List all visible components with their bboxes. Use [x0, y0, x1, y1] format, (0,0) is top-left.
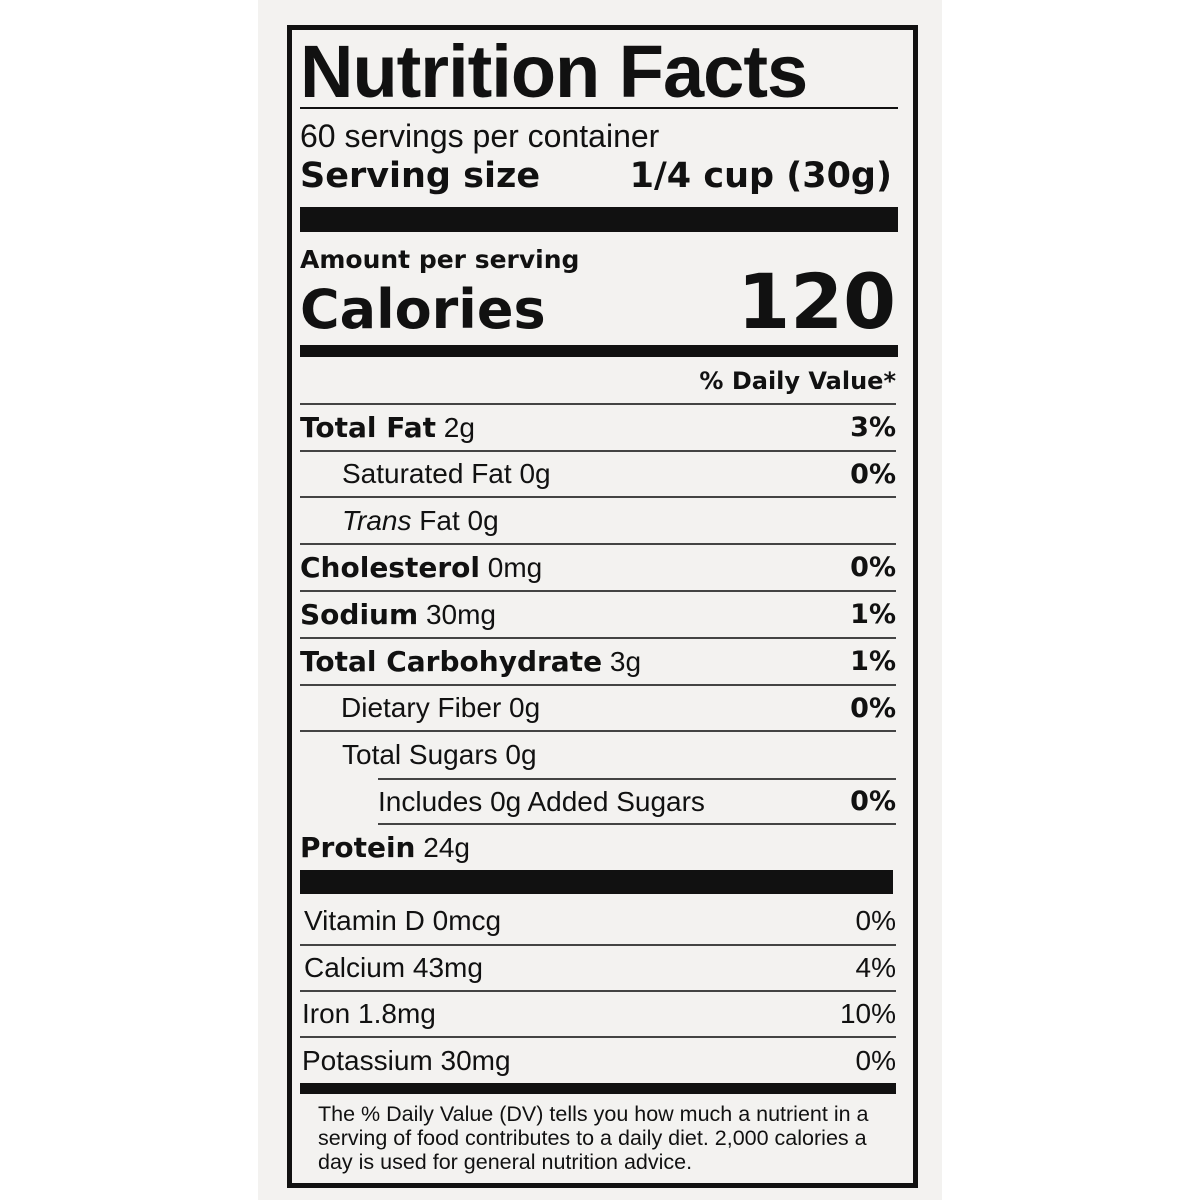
thick-bar: [300, 207, 898, 232]
nutrient-dv: 0%: [850, 692, 896, 724]
medium-bar: [300, 345, 898, 357]
nutrient-amount: 24g: [423, 832, 470, 863]
nutrient-name: Fat: [419, 504, 460, 536]
nutrient-name: Total Fat: [300, 411, 437, 444]
dv-header-row: % Daily Value*: [300, 358, 896, 405]
panel: [258, 0, 942, 1200]
nutrient-row: Protein 24g: [300, 825, 896, 870]
nutrient-name: Total Sugars: [342, 739, 498, 770]
nutrient-dv: 3%: [850, 412, 896, 443]
nutrient-name-italic: Trans: [342, 504, 412, 536]
vitamin-row: Calcium 43mg 4%: [300, 946, 896, 992]
calories-row: Calories 120: [300, 262, 896, 342]
nutrient-amount: 30mg: [425, 599, 496, 630]
nutrient-amount: 3g: [609, 646, 642, 677]
vitamin-dv: 0%: [855, 1044, 896, 1076]
vitamin-dv: 10%: [839, 998, 896, 1029]
nutrient-row: Total Fat 2g 3%: [300, 405, 896, 452]
title: Nutrition Facts: [300, 30, 808, 113]
nutrient-dv: 1%: [850, 646, 896, 677]
nutrient-name: Cholesterol: [300, 551, 480, 584]
nutrient-name: Dietary Fiber: [341, 692, 502, 723]
vitamin-name: Potassium 30mg: [302, 1044, 511, 1076]
nutrient-name: Sodium: [300, 598, 419, 631]
nutrient-name: Total Carbohydrate: [300, 645, 603, 678]
amount-per-serving: Amount per serving: [300, 245, 580, 274]
nutrient-amount: 0g: [509, 692, 541, 723]
nutrient-name: Includes 0g Added Sugars: [378, 785, 705, 817]
nutrient-dv: 0%: [850, 458, 896, 490]
servings: 60 servings per container: [300, 118, 660, 154]
divider: [300, 107, 898, 109]
footnote: The % Daily Value (DV) tells you how muc…: [318, 1102, 869, 1174]
nutrient-dv: 1%: [850, 599, 896, 630]
nutrient-dv: 0%: [850, 786, 896, 817]
nutrient-amount: 0mg: [487, 552, 543, 583]
medium-bar: [300, 1083, 896, 1094]
vitamin-row: Potassium 30mg 0%: [300, 1038, 896, 1083]
nutrient-row: Dietary Fiber 0g 0%: [300, 686, 896, 732]
vitamin-name: Iron 1.8mg: [302, 998, 436, 1029]
vitamin-row: Iron 1.8mg 10%: [300, 992, 896, 1038]
nutrient-row: Trans Fat 0g: [300, 498, 896, 545]
nutrient-row: Total Sugars 0g: [300, 732, 896, 778]
nutrient-name: Saturated Fat: [342, 458, 512, 489]
dv-header: % Daily Value*: [699, 366, 896, 395]
nutrient-amount: 0g: [467, 504, 499, 536]
vitamin-dv: 4%: [855, 952, 896, 983]
vitamin-name: Calcium 43mg: [304, 952, 483, 983]
nutrient-name: Protein: [300, 831, 416, 864]
vitamin-dv: 0%: [855, 905, 896, 936]
nutrition-label: [287, 25, 918, 1188]
serving-size: Serving size 1/4 cup (30g): [300, 156, 892, 196]
serving-size-value: 1/4 cup (30g): [629, 156, 892, 196]
vitamin-name: Vitamin D 0mcg: [304, 905, 502, 936]
nutrient-row: Cholesterol 0mg 0%: [300, 545, 896, 592]
nutrient-row: Sodium 30mg 1%: [300, 592, 896, 639]
thick-bar: [300, 870, 893, 894]
nutrient-amount: 2g: [443, 412, 475, 443]
vitamin-row: Vitamin D 0mcg 0%: [300, 898, 896, 946]
nutrient-amount: 0g: [519, 458, 551, 489]
nutrient-row: Saturated Fat 0g 0%: [300, 452, 896, 498]
calories-label: Calories: [300, 278, 546, 341]
nutrient-row: Includes 0g Added Sugars 0%: [378, 778, 896, 825]
nutrient-dv: 0%: [850, 552, 896, 583]
calories-value: 120: [737, 257, 896, 346]
serving-size-label: Serving size: [300, 156, 541, 196]
nutrient-row: Total Carbohydrate 3g 1%: [300, 639, 896, 686]
nutrient-amount: 0g: [505, 739, 537, 770]
